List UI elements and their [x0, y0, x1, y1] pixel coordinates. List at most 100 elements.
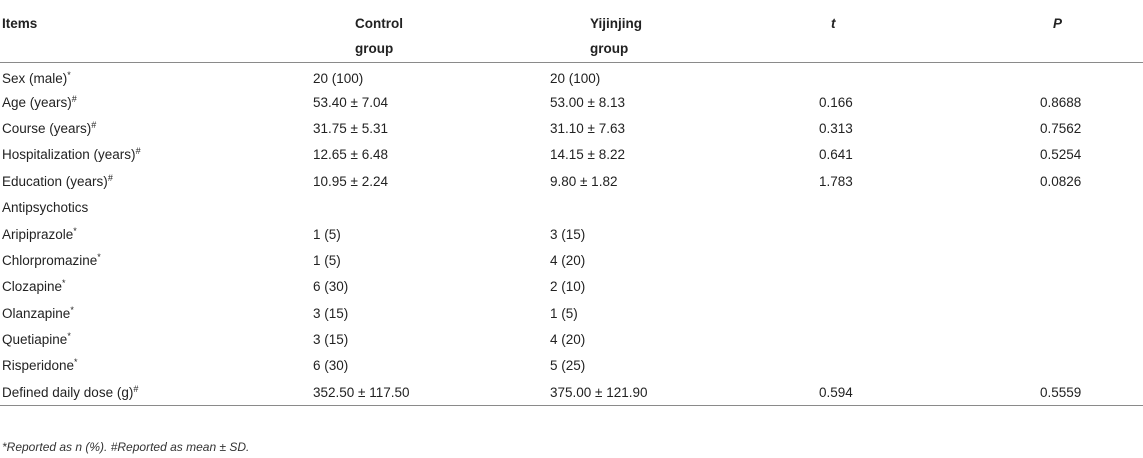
table-row: Hospitalization (years)# 12.65 ± 6.48 14.1…: [0, 142, 1143, 168]
table-row: Chlorpromazine* 1 (5) 4 (20): [0, 247, 1143, 273]
t-value: 1.783: [819, 173, 853, 189]
yijinjing-value: 1 (5): [550, 305, 578, 321]
row-mark: #: [135, 146, 141, 157]
p-value: [932, 300, 1143, 326]
table-row: Antipsychotics: [0, 194, 1143, 220]
t-value: 0.641: [819, 147, 853, 163]
table-row: Quetiapine* 3 (15) 4 (20): [0, 326, 1143, 352]
table-row: Course (years)# 31.75 ± 5.31 31.10 ± 7.63 0…: [0, 115, 1143, 141]
table-body: Sex (male)* 20 (100) 20 (100) Age (years)# 5…: [0, 63, 1143, 407]
table-row: Clozapine* 6 (30) 2 (10): [0, 274, 1143, 300]
row-label-text: Antipsychotics: [2, 200, 89, 216]
yijinjing-value: 3 (15): [550, 226, 586, 242]
p-value: [932, 274, 1143, 300]
control-value: 10.95 ± 2.24: [313, 173, 388, 189]
header-p: P: [932, 4, 1143, 63]
row-label-text: Risperidone: [2, 358, 75, 374]
header-yijinjing-line2: group: [590, 41, 629, 56]
row-label: Clozapine*: [0, 274, 262, 300]
row-label: Education (years)#: [0, 168, 262, 194]
p-value: [932, 194, 1143, 220]
p-value: 0.8688: [1040, 94, 1082, 110]
row-label-text: Quetiapine: [2, 332, 68, 348]
control-value: 3 (15): [313, 305, 349, 321]
control-value: 6 (30): [313, 279, 349, 295]
row-mark: #: [107, 172, 113, 183]
row-label-text: Olanzapine: [2, 305, 71, 321]
yijinjing-value: 53.00 ± 8.13: [550, 94, 625, 110]
table-row: Olanzapine* 3 (15) 1 (5): [0, 300, 1143, 326]
control-value: [262, 194, 497, 220]
row-label: Chlorpromazine*: [0, 247, 262, 273]
demographics-table: Items Control group Yijinjing group t P …: [0, 4, 1143, 407]
row-label: Olanzapine*: [0, 300, 262, 326]
control-value: 6 (30): [313, 358, 349, 374]
p-value: 0.7562: [1040, 120, 1082, 136]
control-value: 352.50 ± 117.50: [262, 379, 497, 407]
t-value: [734, 274, 932, 300]
t-value: [734, 194, 932, 220]
row-label-text: Defined daily dose (g): [2, 384, 134, 400]
row-mark: *: [62, 278, 66, 289]
row-label: Hospitalization (years)#: [0, 142, 262, 168]
yijinjing-value: 4 (20): [550, 332, 586, 348]
t-value: [734, 300, 932, 326]
header-control-line1: Control: [355, 16, 403, 31]
yijinjing-value: 31.10 ± 7.63: [550, 120, 625, 136]
row-label: Quetiapine*: [0, 326, 262, 352]
row-label-text: Course (years): [2, 120, 92, 136]
header-control-line2: group: [355, 41, 394, 56]
control-value: 12.65 ± 6.48: [313, 147, 388, 163]
t-value: [734, 221, 932, 247]
row-label: Course (years)#: [0, 115, 262, 141]
table-row: Age (years)# 53.40 ± 7.04 53.00 ± 8.13 0.16…: [0, 89, 1143, 115]
t-value: [734, 63, 932, 89]
row-mark: *: [97, 251, 101, 262]
p-value: 0.5559: [932, 379, 1143, 407]
row-label-text: Aripiprazole: [2, 226, 74, 242]
row-label-text: Education (years): [2, 173, 108, 189]
t-value: [734, 247, 932, 273]
row-label: Defined daily dose (g)#: [0, 379, 262, 407]
row-mark: *: [70, 304, 74, 315]
table-header-row: Items Control group Yijinjing group t P: [0, 4, 1143, 63]
row-label: Sex (male)*: [0, 63, 262, 89]
yijinjing-value: 4 (20): [550, 252, 586, 268]
yijinjing-value: 14.15 ± 8.22: [550, 147, 625, 163]
row-label: Antipsychotics: [0, 194, 262, 220]
table-row: Sex (male)* 20 (100) 20 (100): [0, 63, 1143, 89]
control-value: 53.40 ± 7.04: [313, 94, 388, 110]
row-label-text: Chlorpromazine: [2, 252, 98, 268]
header-yijinjing-line1: Yijinjing: [590, 16, 642, 31]
row-label-text: Age (years): [2, 94, 72, 110]
row-mark: #: [91, 119, 97, 130]
t-value: [734, 326, 932, 352]
control-value: 20 (100): [313, 71, 364, 87]
table-footnote: *Reported as n (%). #Reported as mean ± …: [2, 440, 250, 454]
row-mark: *: [67, 70, 71, 81]
control-value: 1 (5): [313, 226, 341, 242]
yijinjing-value: 375.00 ± 121.90: [497, 379, 734, 407]
p-value: [932, 221, 1143, 247]
row-mark: #: [133, 383, 139, 394]
row-mark: *: [74, 357, 78, 368]
t-value: 0.313: [819, 120, 853, 136]
t-value: 0.594: [734, 379, 932, 407]
table-row: Aripiprazole* 1 (5) 3 (15): [0, 221, 1143, 247]
table-row: Education (years)# 10.95 ± 2.24 9.80 ± 1.8…: [0, 168, 1143, 194]
row-label-text: Clozapine: [2, 279, 63, 295]
row-label-text: Hospitalization (years): [2, 147, 136, 163]
control-value: 1 (5): [313, 252, 341, 268]
p-value: [932, 326, 1143, 352]
p-value: 0.0826: [1040, 173, 1082, 189]
row-label: Age (years)#: [0, 89, 262, 115]
table-row: Defined daily dose (g)# 352.50 ± 117.50 37…: [0, 379, 1143, 407]
yijinjing-value: 5 (25): [550, 358, 586, 374]
p-value: 0.5254: [1040, 147, 1082, 163]
yijinjing-value: 20 (100): [550, 71, 601, 87]
row-mark: *: [73, 225, 77, 236]
yijinjing-value: 9.80 ± 1.82: [550, 173, 618, 189]
row-label: Risperidone*: [0, 353, 262, 379]
yijinjing-value: 2 (10): [550, 279, 586, 295]
